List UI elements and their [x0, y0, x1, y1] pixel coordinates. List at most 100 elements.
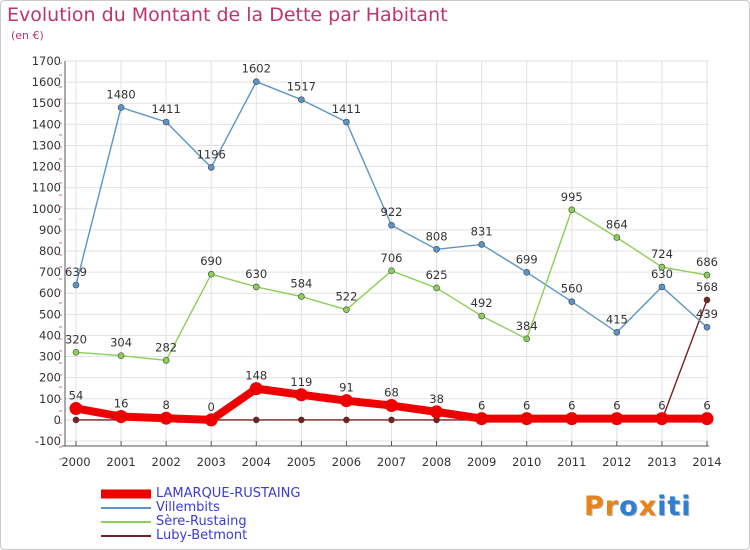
data-point — [430, 405, 444, 419]
data-point — [343, 118, 350, 126]
y-tick-label: 200 — [39, 371, 61, 385]
x-tick-label: 2002 — [152, 455, 181, 469]
data-point — [159, 411, 173, 425]
data-point — [72, 416, 80, 424]
data-point — [388, 416, 395, 424]
data-label: 282 — [155, 340, 177, 354]
data-label: 320 — [65, 332, 87, 346]
data-point — [655, 412, 669, 426]
data-point — [388, 267, 395, 275]
data-label: 922 — [381, 205, 403, 219]
data-label: 584 — [290, 277, 312, 291]
data-point — [252, 78, 260, 85]
data-label: 1196 — [197, 147, 226, 161]
data-point — [700, 412, 714, 426]
data-label: 995 — [561, 190, 583, 204]
data-point — [613, 234, 621, 241]
data-point — [478, 241, 485, 248]
data-label: 54 — [69, 388, 84, 402]
x-tick-label: 2004 — [242, 455, 271, 469]
data-point — [298, 293, 305, 300]
data-label: 568 — [696, 280, 718, 294]
y-tick-label: -100 — [35, 434, 61, 448]
data-label: 724 — [651, 247, 673, 261]
data-label: 8 — [162, 398, 169, 412]
y-tick-label: 1600 — [32, 75, 61, 89]
legend-label: Villembits — [156, 500, 220, 515]
y-tick-label: 300 — [39, 350, 61, 364]
data-point — [475, 412, 489, 426]
data-point — [385, 399, 398, 413]
x-tick-label: 2005 — [287, 455, 316, 469]
data-point — [114, 410, 128, 424]
data-label: 6 — [613, 399, 620, 413]
data-point — [252, 283, 260, 291]
y-tick-label: 500 — [39, 307, 61, 321]
data-point — [568, 298, 576, 305]
y-tick-label: 1300 — [32, 138, 61, 152]
data-label: 639 — [65, 265, 87, 279]
proxiti-logo: Proxiti — [584, 491, 692, 522]
legend-label: LAMARQUE-RUSTAING — [156, 486, 301, 501]
legend-swatch — [101, 521, 151, 523]
data-label: 630 — [651, 267, 673, 281]
data-point — [703, 323, 711, 331]
data-label: 1411 — [332, 102, 361, 116]
data-label: 686 — [696, 255, 718, 269]
x-tick-label: 2000 — [61, 455, 90, 469]
data-point — [523, 269, 531, 276]
data-point — [523, 335, 531, 343]
data-point — [703, 271, 711, 279]
y-tick-label: 1200 — [32, 160, 61, 174]
data-point — [478, 312, 485, 320]
logo-letter: r — [604, 491, 620, 522]
logo-letter: t — [667, 491, 682, 522]
data-point — [72, 281, 80, 289]
chart-subtitle: (en €) — [11, 29, 44, 42]
data-point — [433, 246, 440, 253]
data-label: 148 — [245, 369, 267, 383]
data-point — [204, 413, 218, 427]
x-tick-label: 2007 — [377, 455, 406, 469]
x-tick-label: 2001 — [106, 455, 135, 469]
data-label: 831 — [471, 224, 493, 238]
data-label: 16 — [114, 397, 129, 411]
data-label: 6 — [568, 399, 575, 413]
chart-title: Evolution du Montant de la Dette par Hab… — [7, 4, 448, 26]
data-label: 1602 — [242, 62, 271, 76]
x-tick-label: 2013 — [647, 455, 676, 469]
data-label: 1411 — [152, 102, 181, 116]
data-label: 1480 — [106, 87, 135, 101]
data-point — [162, 118, 170, 126]
data-point — [658, 263, 666, 271]
y-tick-label: 400 — [39, 328, 61, 342]
data-point — [613, 328, 621, 336]
data-point — [294, 388, 308, 402]
x-tick-label: 2010 — [512, 455, 541, 469]
data-label: 808 — [426, 229, 448, 243]
data-label: 0 — [208, 400, 215, 414]
data-label: 1517 — [287, 80, 316, 94]
data-label: 625 — [426, 268, 448, 282]
data-point — [388, 221, 395, 229]
x-tick-label: 2006 — [332, 455, 361, 469]
legend-label: Sère-Rustaing — [156, 514, 247, 529]
data-label: 560 — [561, 282, 583, 296]
data-point — [565, 412, 579, 426]
legend-swatch — [101, 507, 151, 509]
y-tick-label: 1000 — [32, 202, 61, 216]
y-tick-label: 1500 — [32, 96, 61, 110]
data-label: 6 — [703, 399, 710, 413]
data-label: 6 — [658, 399, 665, 413]
data-point — [343, 416, 350, 424]
data-point — [249, 382, 263, 396]
legend-swatch — [101, 489, 151, 499]
y-tick-label: 800 — [39, 244, 61, 258]
y-tick-label: 0 — [54, 413, 61, 427]
data-point — [703, 296, 711, 304]
data-point — [252, 416, 260, 424]
data-point — [207, 270, 215, 278]
data-label: 304 — [110, 336, 132, 350]
